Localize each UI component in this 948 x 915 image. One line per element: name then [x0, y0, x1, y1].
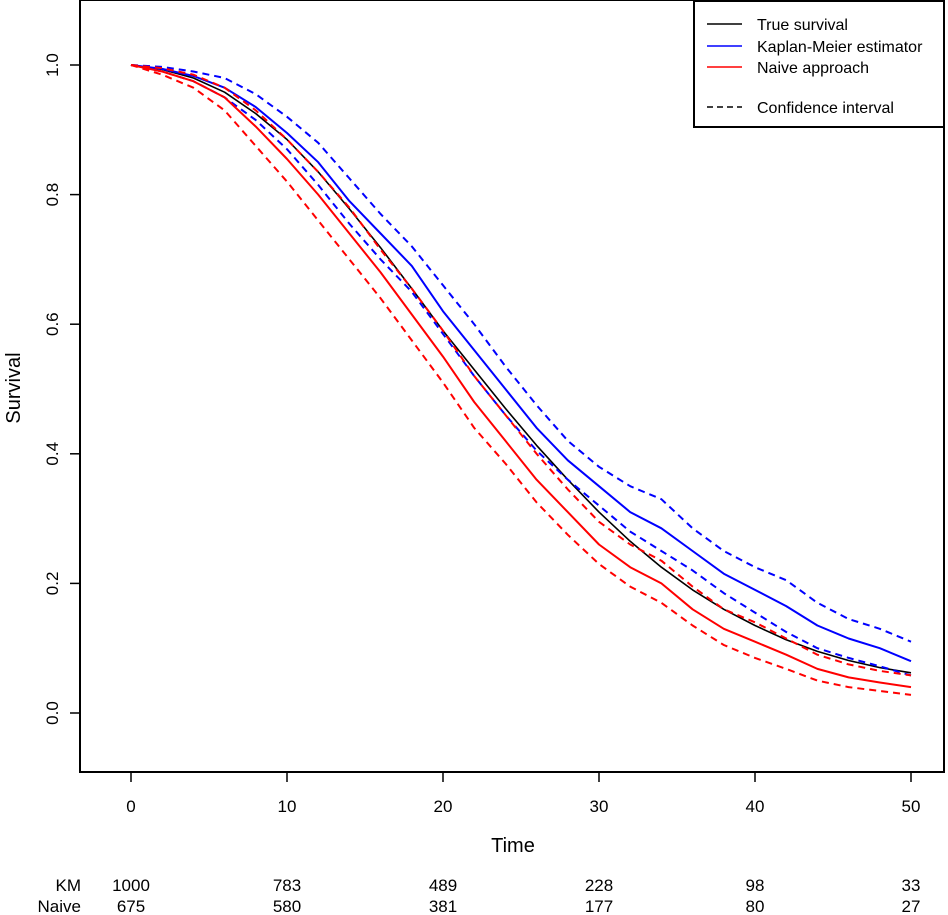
- x-tick-label: 0: [126, 797, 135, 816]
- risk-value: 783: [273, 876, 301, 895]
- series-line-kaplan-meier-ci-upper: [130, 64, 912, 643]
- y-tick-label: 0.8: [43, 183, 62, 207]
- x-tick-label: 20: [434, 797, 453, 816]
- x-tick-label: 50: [902, 797, 921, 816]
- y-tick-label: 0.4: [43, 442, 62, 466]
- legend: True survival Kaplan-Meier estimator Naive…: [693, 0, 945, 128]
- legend-label-true-survival: True survival: [757, 17, 848, 34]
- risk-value: 1000: [112, 876, 150, 895]
- risk-value: 80: [746, 897, 765, 915]
- series-line-naive-ci-lower: [130, 64, 912, 696]
- legend-label-kaplan-meier-estimator: Kaplan-Meier estimator: [757, 39, 923, 56]
- risk-row-label: KM: [56, 876, 82, 895]
- y-tick-label: 0.6: [43, 312, 62, 336]
- y-tick-label: 0.0: [43, 701, 62, 725]
- risk-value: 489: [429, 876, 457, 895]
- risk-table: KM 1000 783 489 228 98 33 Naive 675 580 381 177 80 27: [38, 876, 921, 915]
- series-line-kaplan-meier-estimator: [130, 64, 912, 663]
- series-line-true-survival: [130, 64, 912, 674]
- y-tick-label: 1.0: [43, 53, 62, 77]
- x-axis-label: Time: [491, 835, 535, 857]
- legend-label-naive-approach: Naive approach: [757, 60, 869, 77]
- risk-row-label: Naive: [38, 897, 81, 915]
- risk-value: 228: [585, 876, 613, 895]
- y-axis: 0.0 0.2 0.4 0.6 0.8 1.0: [43, 53, 81, 725]
- risk-value: 27: [902, 897, 921, 915]
- y-axis-label: Survival: [3, 352, 25, 423]
- risk-value: 675: [117, 897, 145, 915]
- series-line-naive-approach: [130, 64, 912, 689]
- x-tick-label: 30: [590, 797, 609, 816]
- risk-value: 98: [746, 876, 765, 895]
- legend-box: [693, 0, 945, 128]
- risk-value: 381: [429, 897, 457, 915]
- risk-value: 177: [585, 897, 613, 915]
- series-line-kaplan-meier-ci-lower: [130, 64, 912, 677]
- risk-value: 580: [273, 897, 301, 915]
- y-tick-label: 0.2: [43, 572, 62, 596]
- x-tick-label: 40: [746, 797, 765, 816]
- risk-value: 33: [902, 876, 921, 895]
- series-layer: [130, 64, 912, 696]
- x-tick-label: 10: [278, 797, 297, 816]
- x-axis: 0 10 20 30 40 50: [126, 771, 921, 816]
- series-line-naive-ci-upper: [130, 64, 912, 677]
- legend-label-confidence-interval: Confidence interval: [757, 100, 894, 117]
